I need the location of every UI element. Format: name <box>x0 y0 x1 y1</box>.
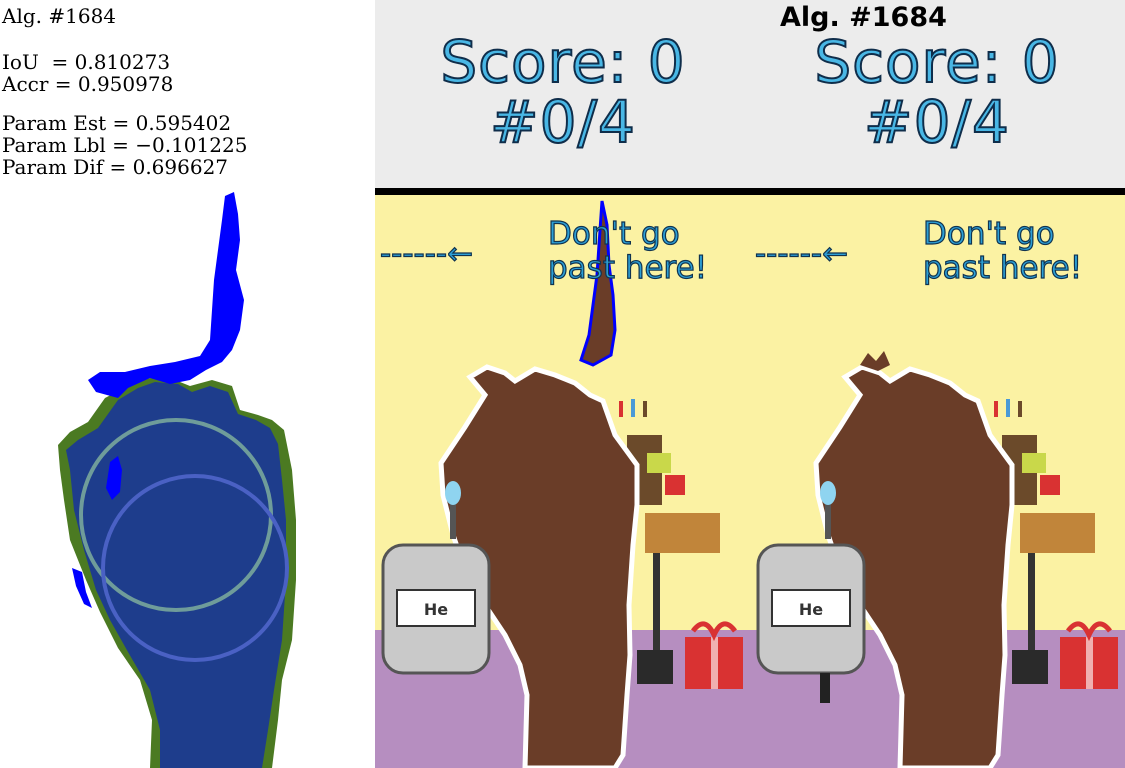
header-divider <box>375 188 1125 195</box>
game-scene-left: He ------← Don't go past here! <box>375 195 750 768</box>
score-left: Score: 0 <box>439 28 686 96</box>
cake-layer-icon <box>647 453 671 473</box>
game-view: Alg. #1684 Score: 0 #0/4 Score: 0 #0/4 <box>375 0 1125 768</box>
param-est-value: Param Est = 0.595402 <box>2 111 232 135</box>
finger-estimate-outline <box>579 200 617 367</box>
false-positive-finger <box>88 192 244 398</box>
score-header: Alg. #1684 Score: 0 #0/4 Score: 0 #0/4 <box>375 0 1125 188</box>
false-positive-blob-2 <box>72 568 92 608</box>
warning-line2-2: past here! <box>922 250 1083 286</box>
candle-icon-4 <box>994 401 998 417</box>
cake-cherry-icon <box>665 475 685 495</box>
table-base-2 <box>1012 650 1048 684</box>
gift-bow-icon-2 <box>1066 621 1112 642</box>
score-right: Score: 0 <box>813 28 1060 96</box>
gift-ribbon-icon-2 <box>1086 637 1093 689</box>
finger-tip-fragment <box>860 351 890 371</box>
debug-panel: Alg. #1684 IoU = 0.810273 Accr = 0.95097… <box>0 0 375 768</box>
candle-icon-6 <box>1018 401 1022 417</box>
cake-cherry-icon-2 <box>1040 475 1060 495</box>
jug-spout <box>450 499 456 539</box>
jug-label-box <box>396 589 476 627</box>
water-drop-icon-2 <box>820 481 836 505</box>
param-dif-value: Param Dif = 0.696627 <box>2 155 229 179</box>
false-positive-blob <box>106 456 122 500</box>
alg-title: Alg. #1684 <box>780 2 947 33</box>
water-drop-icon <box>445 481 461 505</box>
game-scene-right: He ------← Don't go past here! <box>750 195 1125 768</box>
gift-bow-icon <box>691 621 737 642</box>
alg-label: Alg. #1684 <box>2 4 117 28</box>
candle-icon-2 <box>631 399 635 417</box>
jug-label-text: He <box>424 600 448 619</box>
estimate-circle <box>101 474 289 662</box>
jug-stand <box>820 673 830 703</box>
candle-icon-5 <box>1006 399 1010 417</box>
jug-spout-2 <box>825 499 831 539</box>
table-leg-2 <box>1028 553 1035 678</box>
param-lbl-value: Param Lbl = −0.101225 <box>2 133 248 157</box>
warning-line1-2: Don't go <box>922 216 1055 252</box>
cake-layer-icon-2 <box>1022 453 1046 473</box>
table-base <box>637 650 673 684</box>
gift-ribbon-icon <box>711 637 718 689</box>
count-right: #0/4 <box>863 88 1010 156</box>
scene-art-right: He <box>750 195 1125 768</box>
estimate-mask-region <box>66 382 286 768</box>
warning-line2: past here! <box>547 250 708 286</box>
iou-value: IoU = 0.810273 <box>2 50 171 74</box>
limit-arrow: ------← <box>379 236 474 272</box>
jug-label-box-2 <box>771 589 851 627</box>
table-leg <box>653 553 660 678</box>
count-left: #0/4 <box>489 88 636 156</box>
table-top-2 <box>1020 513 1095 553</box>
table-top <box>645 513 720 553</box>
segmentation-mask <box>58 192 296 768</box>
accuracy-value: Accr = 0.950978 <box>2 72 174 96</box>
candle-icon-3 <box>643 401 647 417</box>
limit-arrow-2: ------← <box>754 236 849 272</box>
scene-art-left: He <box>375 195 750 768</box>
jug-label-text-2: He <box>799 600 823 619</box>
warning-line1: Don't go <box>547 216 680 252</box>
candle-icon <box>619 401 623 417</box>
